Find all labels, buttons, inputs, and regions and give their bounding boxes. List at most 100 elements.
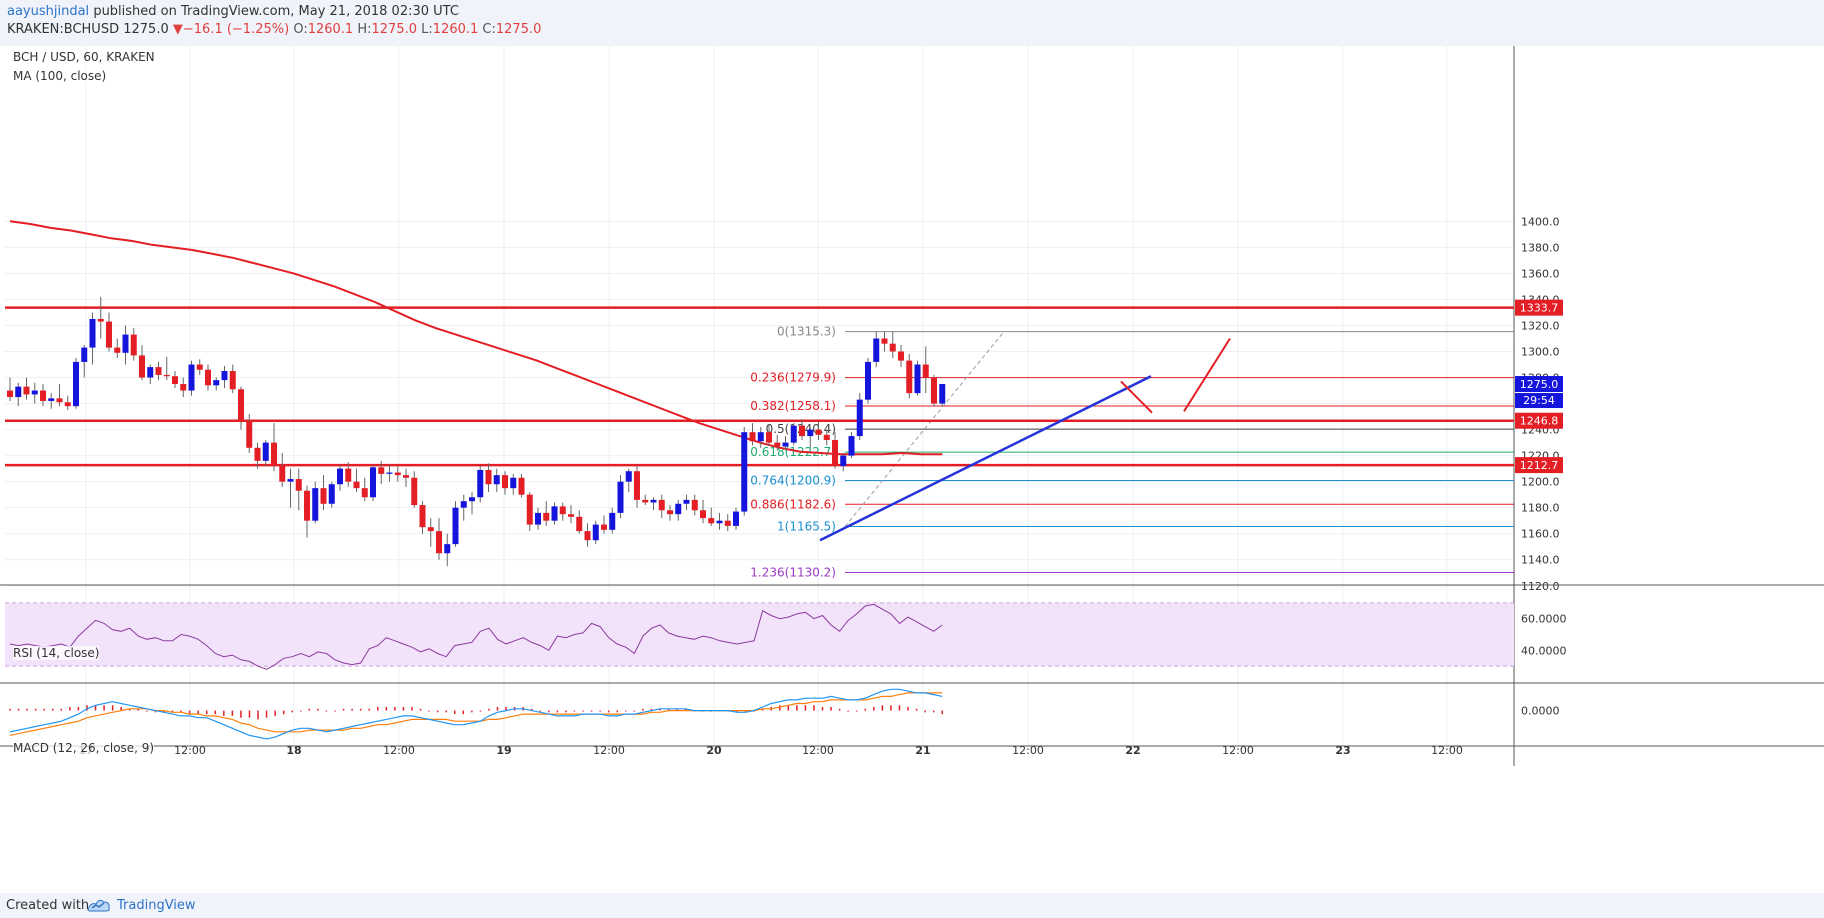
fib-level-label: 0.618(1222.7) [750, 445, 836, 459]
candle-down [320, 488, 327, 504]
macd-histogram-bar [445, 710, 447, 713]
macd-histogram-bar [864, 708, 867, 711]
macd-histogram-bar [813, 705, 815, 711]
candle-up [493, 475, 500, 485]
macd-line [9, 688, 943, 740]
rsi-pane-title[interactable]: RSI (14, close) [13, 646, 100, 660]
tradingview-logo-icon[interactable] [86, 896, 112, 914]
candle-up [617, 481, 624, 513]
candle-up [370, 467, 376, 498]
candle-down [279, 466, 286, 482]
macd-histogram-bar [146, 710, 148, 712]
chart-header: aayushjindal published on TradingView.co… [0, 0, 1824, 46]
macd-histogram-bar [103, 705, 105, 711]
rsi-band-fill [5, 602, 1514, 667]
macd-histogram-bar [69, 707, 71, 711]
price-tick-label: 1140.0 [1521, 554, 1560, 567]
symbol-name: KRAKEN:BCHUSD [7, 22, 120, 37]
candle-down [815, 429, 822, 435]
candle-down [345, 468, 352, 482]
candle-up [213, 380, 220, 386]
macd-histogram-bar [291, 710, 293, 713]
candle-down [889, 343, 896, 352]
horizontal-level-price-label: 1212.7 [1520, 459, 1559, 472]
candle-up [89, 318, 96, 348]
macd-histogram-bar [428, 710, 430, 712]
candle-down [196, 364, 203, 370]
time-tick-label: 18 [286, 744, 301, 757]
macd-histogram-bar [17, 708, 20, 711]
price-tick-label: 1320.0 [1521, 319, 1560, 332]
published-text: published on TradingView.com, May 21, 20… [93, 4, 459, 19]
macd-histogram-bar [436, 710, 439, 713]
macd-histogram-bar [419, 708, 422, 711]
macd-histogram-bar [171, 710, 174, 713]
candle-down [774, 442, 781, 447]
macd-histogram-bar [334, 710, 336, 712]
candle-down [229, 371, 236, 390]
fib-level-label: 0.764(1200.9) [750, 473, 836, 487]
macd-histogram-bar [9, 708, 11, 711]
candle-down [238, 389, 244, 422]
macd-histogram-bar [94, 705, 97, 711]
candle-down [139, 355, 145, 378]
candle-down [271, 442, 277, 467]
macd-histogram-bar [188, 710, 191, 715]
macd-histogram-bar [137, 708, 140, 711]
candle-down [568, 514, 574, 517]
candle-down [658, 499, 665, 511]
macd-histogram-bar [325, 710, 328, 712]
time-tick-label: 12:00 [383, 744, 415, 757]
price-tick-label: 1300.0 [1521, 346, 1560, 359]
macd-histogram-bar [505, 707, 507, 711]
macd-histogram-bar [86, 705, 88, 711]
candle-up [31, 390, 38, 395]
macd-histogram-bar [548, 710, 550, 713]
price-tick-label: 1120.0 [1521, 580, 1560, 593]
current-price-box [1515, 376, 1563, 393]
candle-down [411, 477, 418, 506]
macd-histogram-bar [488, 708, 490, 711]
macd-histogram-bar [684, 708, 687, 711]
chart-area[interactable]: 1120.0 1140.0 1160.0 1180.0 1200.0 1220.0 1240… [0, 46, 1824, 893]
candle-up [675, 503, 682, 515]
time-tick-label: 12:00 [1222, 744, 1254, 757]
macd-histogram-bar [77, 707, 80, 711]
tradingview-brand-link[interactable]: TradingView [117, 898, 196, 913]
macd-histogram-bar [300, 710, 302, 712]
candle-up [188, 364, 195, 391]
macd-histogram-bar [915, 708, 918, 711]
fib-level-label: 0.236(1279.9) [750, 371, 836, 385]
macd-histogram-bar [907, 707, 909, 711]
main-pane-title[interactable]: BCH / USD, 60, KRAKEN [13, 50, 155, 64]
candle-down [931, 377, 937, 404]
candle-down [180, 384, 187, 391]
author-link[interactable]: aayushjindal [7, 4, 90, 19]
candle-down [526, 494, 533, 525]
macd-histogram-bar [240, 710, 242, 718]
candle-down [634, 471, 640, 500]
candle-down [724, 520, 731, 526]
low-value: 1260.1 [432, 22, 479, 37]
horizontal-level-price-label: 1333.7 [1520, 302, 1559, 315]
candle-up [914, 364, 921, 394]
chart-canvas[interactable]: 1120.01140.01160.01180.01200.01220.01240… [0, 46, 1824, 893]
macd-histogram-bar [659, 708, 661, 711]
candle-up [757, 432, 764, 442]
macd-histogram-bar [804, 705, 807, 711]
last-price: 1275.0 [123, 22, 169, 37]
bar-countdown-label: 29:54 [1523, 394, 1555, 407]
macd-histogram-bar [120, 707, 122, 711]
candle-down [906, 360, 913, 394]
candle-up [683, 499, 690, 504]
macd-histogram-bar [496, 707, 499, 711]
candle-down [130, 334, 137, 356]
candle-down [205, 369, 211, 386]
low-label: L: [421, 22, 433, 37]
candle-down [254, 447, 261, 461]
ma-indicator-label[interactable]: MA (100, close) [13, 69, 107, 83]
time-tick-label: 12:00 [802, 744, 834, 757]
candle-down [823, 434, 830, 441]
macd-pane-title[interactable]: MACD (12, 26, close, 9) [13, 741, 155, 755]
candle-up [469, 497, 475, 502]
